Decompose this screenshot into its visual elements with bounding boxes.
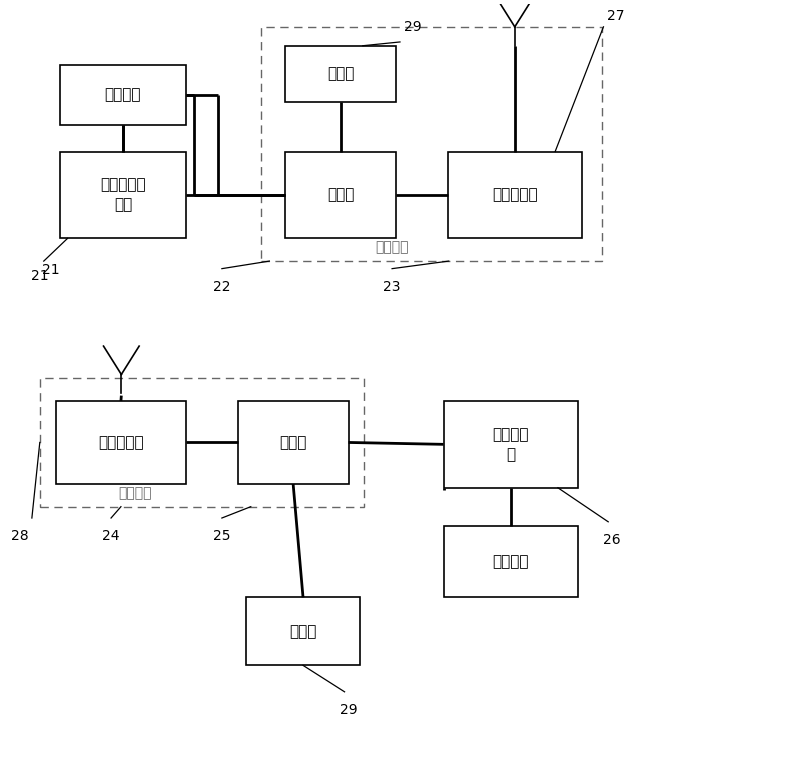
Text: 射频模块: 射频模块 bbox=[375, 241, 409, 254]
Text: 21: 21 bbox=[42, 263, 59, 277]
Text: 29: 29 bbox=[340, 703, 358, 717]
Bar bbox=[262, 27, 602, 261]
Bar bbox=[246, 597, 361, 665]
Bar bbox=[443, 401, 578, 487]
Bar bbox=[443, 526, 578, 597]
Text: 电源模块: 电源模块 bbox=[493, 554, 529, 569]
Text: 射频模块: 射频模块 bbox=[118, 487, 151, 500]
Text: 单片机: 单片机 bbox=[279, 435, 307, 450]
Bar bbox=[238, 401, 349, 484]
Text: 28: 28 bbox=[11, 529, 29, 543]
Bar bbox=[40, 378, 364, 507]
Text: 27: 27 bbox=[607, 9, 625, 23]
Bar bbox=[447, 151, 582, 238]
Bar bbox=[286, 151, 396, 238]
Bar bbox=[59, 151, 186, 238]
Text: 29: 29 bbox=[404, 21, 422, 34]
Text: 22: 22 bbox=[213, 280, 230, 294]
Text: 射频收发器: 射频收发器 bbox=[492, 187, 538, 202]
Bar bbox=[286, 46, 396, 102]
Bar bbox=[59, 65, 186, 125]
Text: 23: 23 bbox=[383, 280, 401, 294]
Text: 21: 21 bbox=[31, 269, 49, 283]
Text: 存储器: 存储器 bbox=[290, 624, 317, 639]
Text: 24: 24 bbox=[102, 529, 120, 543]
Text: 温度传感器
模块: 温度传感器 模块 bbox=[100, 177, 146, 212]
Text: 26: 26 bbox=[603, 533, 621, 547]
Text: 射频收发器: 射频收发器 bbox=[98, 435, 144, 450]
Text: 25: 25 bbox=[213, 529, 230, 543]
Text: 显示屏模
块: 显示屏模 块 bbox=[493, 427, 529, 461]
Text: 电源模块: 电源模块 bbox=[105, 87, 141, 102]
Text: 存储器: 存储器 bbox=[327, 66, 354, 82]
Text: 单片机: 单片机 bbox=[327, 187, 354, 202]
Bar bbox=[56, 401, 186, 484]
